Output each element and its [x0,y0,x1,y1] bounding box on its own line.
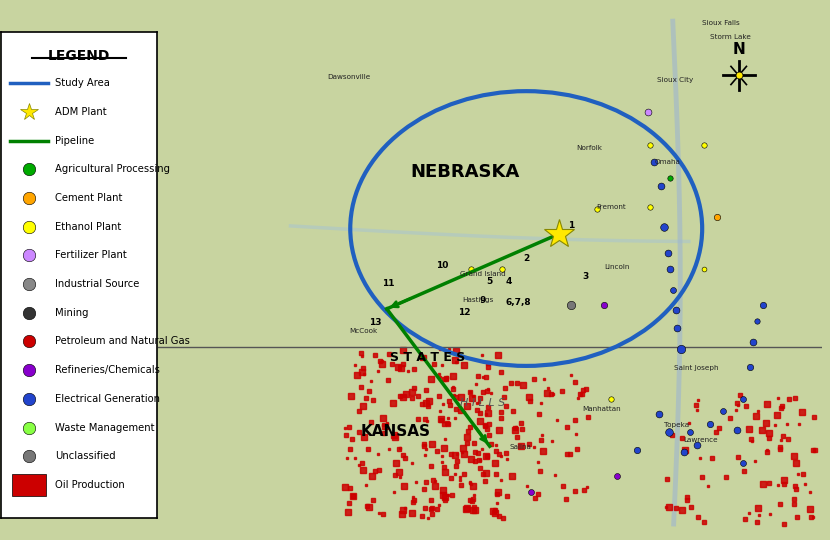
Text: Manhattan: Manhattan [583,406,622,412]
Text: ADM Plant: ADM Plant [56,107,107,117]
Text: 11: 11 [383,280,395,288]
Text: N: N [732,43,745,57]
Text: Waste Management: Waste Management [56,422,155,433]
Text: 3: 3 [583,272,589,281]
Text: LEGEND: LEGEND [47,49,110,63]
Text: Electrical Generation: Electrical Generation [56,394,160,404]
Text: Study Area: Study Area [56,78,110,89]
Text: 13: 13 [369,319,382,327]
Text: Oil Production: Oil Production [56,480,125,490]
Text: Industrial Source: Industrial Source [56,279,139,289]
Text: McCook: McCook [349,328,377,334]
Text: Cement Plant: Cement Plant [56,193,123,203]
Text: Petroleum and Natural Gas: Petroleum and Natural Gas [56,336,190,347]
Text: Norfolk: Norfolk [576,145,602,151]
Text: 12: 12 [458,308,471,317]
Text: Fremont: Fremont [596,204,626,210]
Text: NEBRASKA: NEBRASKA [410,163,520,181]
Text: Lincoln: Lincoln [604,264,629,270]
Text: 4: 4 [505,277,511,286]
Text: 9: 9 [480,295,486,305]
Text: Topeka: Topeka [664,422,689,428]
Text: 1: 1 [568,221,574,231]
Text: S T A T E S: S T A T E S [390,350,466,364]
Text: Lawrence: Lawrence [684,437,718,443]
Text: Mining: Mining [56,308,89,318]
Text: Saint Joseph: Saint Joseph [674,364,719,370]
Text: Storm Lake: Storm Lake [710,35,751,40]
Text: Grand Island: Grand Island [460,271,505,277]
Text: 10: 10 [436,261,448,271]
Text: H I L L S: H I L L S [460,398,505,408]
Text: Ethanol Plant: Ethanol Plant [56,222,122,232]
Text: Unclassified: Unclassified [56,451,116,461]
Text: Omaha: Omaha [654,159,681,165]
Text: 2: 2 [523,254,530,263]
Text: KANSAS: KANSAS [360,424,430,439]
Text: 6,7,8: 6,7,8 [505,298,531,307]
Text: Sioux City: Sioux City [657,77,693,83]
Text: Hastings: Hastings [461,297,493,303]
Text: Dawsonville: Dawsonville [327,74,370,80]
Text: Fertilizer Plant: Fertilizer Plant [56,251,127,260]
Text: Agricultural Processing: Agricultural Processing [56,165,170,174]
Text: Sioux Falls: Sioux Falls [702,21,740,26]
Text: 5: 5 [486,277,493,286]
Text: Salina: Salina [510,444,531,450]
Text: Pipeline: Pipeline [56,136,95,146]
FancyBboxPatch shape [12,474,46,496]
Text: Refineries/Chemicals: Refineries/Chemicals [56,365,160,375]
